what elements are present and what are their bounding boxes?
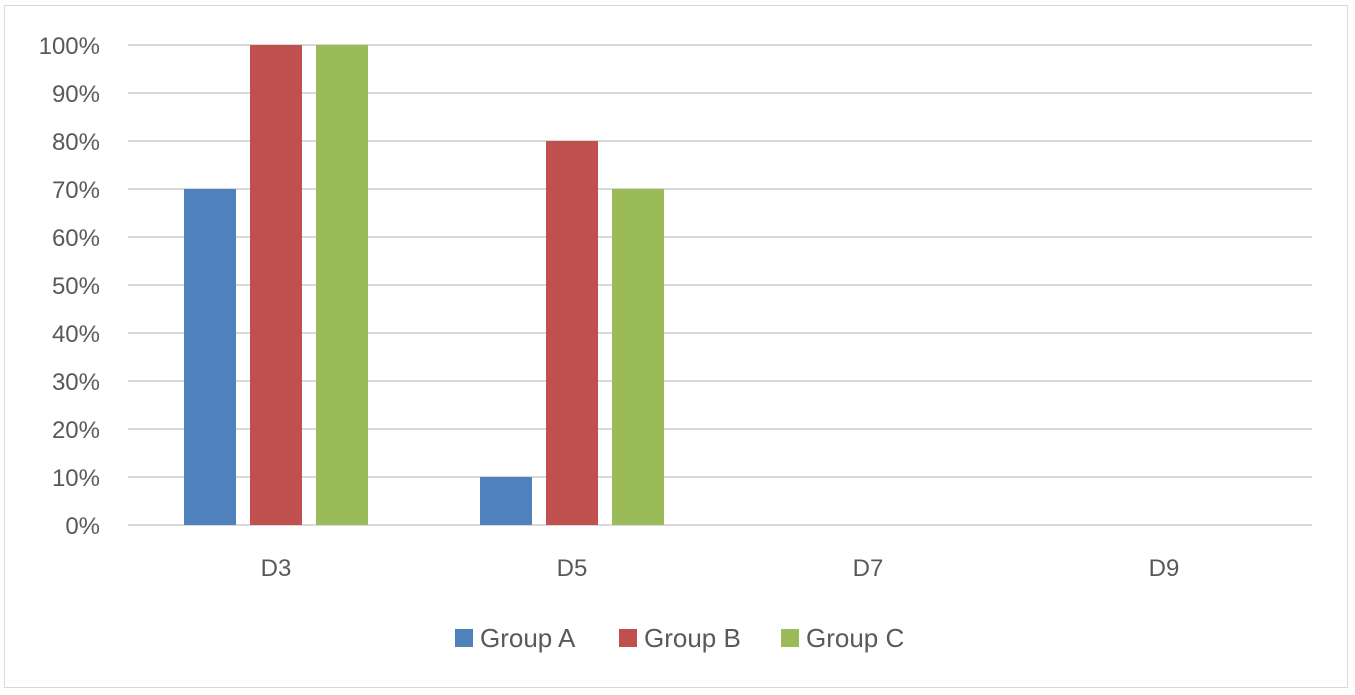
x-axis-tick-labels: D3 D5 D7 D9 bbox=[261, 555, 1180, 582]
legend-swatch-group-c bbox=[781, 629, 799, 647]
y-tick-label: 0% bbox=[65, 513, 100, 540]
y-tick-label: 20% bbox=[52, 417, 100, 444]
x-tick-label: D3 bbox=[261, 555, 292, 582]
y-tick-label: 40% bbox=[52, 321, 100, 348]
legend-swatch-group-a bbox=[455, 629, 473, 647]
legend: Group A Group B Group C bbox=[455, 623, 904, 653]
y-tick-label: 30% bbox=[52, 369, 100, 396]
bar-group-c-d5 bbox=[612, 189, 664, 525]
y-tick-label: 50% bbox=[52, 273, 100, 300]
x-tick-label: D7 bbox=[853, 555, 884, 582]
x-tick-label: D9 bbox=[1149, 555, 1180, 582]
y-tick-label: 70% bbox=[52, 177, 100, 204]
legend-swatch-group-b bbox=[619, 629, 637, 647]
gridlines bbox=[128, 44, 1312, 526]
x-tick-label: D5 bbox=[557, 555, 588, 582]
y-tick-label: 60% bbox=[52, 225, 100, 252]
y-axis-tick-labels: 0% 10% 20% 30% 40% 50% 60% 70% 80% 90% 100% bbox=[39, 33, 100, 540]
bar-group-a-d5 bbox=[480, 477, 532, 525]
y-tick-label: 90% bbox=[52, 81, 100, 108]
legend-label-group-a: Group A bbox=[480, 623, 576, 653]
bar-group-c-d3 bbox=[316, 45, 368, 525]
legend-label-group-b: Group B bbox=[644, 623, 741, 653]
y-tick-label: 10% bbox=[52, 465, 100, 492]
legend-label-group-c: Group C bbox=[806, 623, 904, 653]
y-tick-label: 100% bbox=[39, 33, 100, 60]
bar-group-b-d5 bbox=[546, 141, 598, 525]
bar-group-a-d3 bbox=[184, 189, 236, 525]
bar-group-b-d3 bbox=[250, 45, 302, 525]
bars bbox=[184, 45, 664, 525]
y-tick-label: 80% bbox=[52, 129, 100, 156]
